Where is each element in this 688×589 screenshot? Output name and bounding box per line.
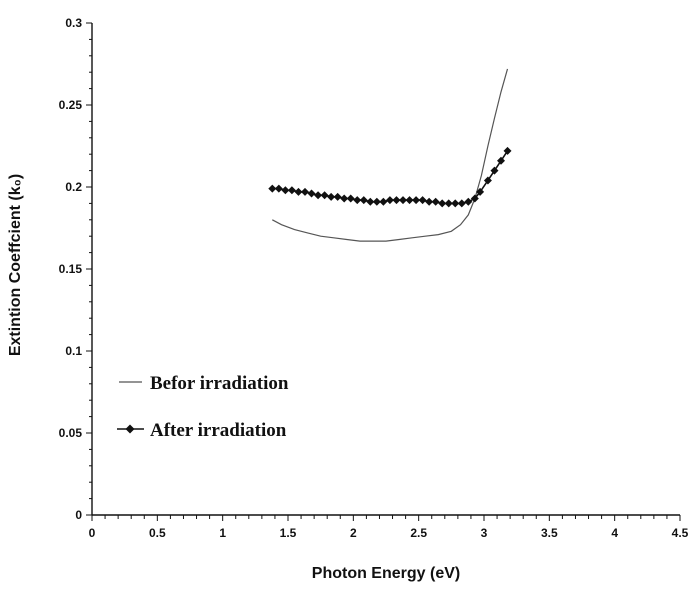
series-befor-irradiation xyxy=(272,68,509,242)
x-tick-label: 4 xyxy=(611,526,618,540)
data-point xyxy=(366,197,375,206)
data-point xyxy=(425,197,434,206)
data-point xyxy=(464,197,473,206)
y-tick-label: 0.2 xyxy=(65,180,82,194)
data-point xyxy=(444,199,453,208)
data-point xyxy=(320,191,329,200)
data-point xyxy=(385,196,394,205)
y-tick-label: 0.15 xyxy=(59,262,83,276)
data-point xyxy=(307,189,316,198)
data-point xyxy=(476,187,485,196)
data-point xyxy=(438,199,447,208)
x-tick-label: 0.5 xyxy=(149,526,166,540)
data-point xyxy=(392,196,401,205)
data-point xyxy=(431,197,440,206)
data-point xyxy=(359,196,368,205)
data-point xyxy=(379,197,388,206)
x-axis-ticks: 0 0.5 1 1.5 2 2.5 3 3.5 4 4.5 xyxy=(89,515,688,540)
legend-marker-after-irradiation xyxy=(125,424,135,434)
series-layer xyxy=(268,68,512,242)
series-line xyxy=(272,68,509,242)
data-point xyxy=(405,196,414,205)
x-tick-label: 3.5 xyxy=(541,526,558,540)
data-point xyxy=(333,192,342,201)
data-point xyxy=(287,186,296,195)
data-point xyxy=(418,196,427,205)
data-point xyxy=(490,166,499,175)
series-after-irradiation xyxy=(268,146,512,208)
data-point xyxy=(300,187,309,196)
data-point xyxy=(398,196,407,205)
data-point xyxy=(496,156,505,165)
x-tick-label: 4.5 xyxy=(672,526,688,540)
data-point xyxy=(412,196,421,205)
y-tick-label: 0.25 xyxy=(59,98,83,112)
legend-label-after-irradiation: After irradiation xyxy=(150,420,287,441)
legend-label-befor-irradiation: Befor irradiation xyxy=(150,373,289,394)
data-point xyxy=(457,199,466,208)
data-point xyxy=(346,194,355,203)
x-tick-label: 3 xyxy=(481,526,488,540)
data-point xyxy=(281,186,290,195)
data-point xyxy=(314,191,323,200)
data-point xyxy=(483,176,492,185)
data-point xyxy=(268,184,277,193)
data-point xyxy=(372,197,381,206)
data-point xyxy=(294,187,303,196)
data-point xyxy=(353,196,362,205)
x-tick-label: 2.5 xyxy=(410,526,427,540)
data-point xyxy=(327,192,336,201)
y-axis-title: Extintion Coeffcient (k₀) xyxy=(7,174,24,356)
y-axis-ticks: 0 0.05 0.1 0.15 0.2 0.25 0.3 xyxy=(59,16,92,522)
legend: Befor irradiation After irradiation xyxy=(117,373,289,441)
y-tick-label: 0.1 xyxy=(65,344,82,358)
data-point xyxy=(470,194,479,203)
data-point xyxy=(451,199,460,208)
y-tick-label: 0 xyxy=(75,508,82,522)
data-point xyxy=(340,194,349,203)
data-point xyxy=(503,146,512,155)
plot-frame xyxy=(91,23,680,516)
x-tick-label: 0 xyxy=(89,526,96,540)
series-line xyxy=(272,150,509,205)
x-axis-title: Photon Energy (eV) xyxy=(312,565,460,582)
y-tick-label: 0.05 xyxy=(59,426,83,440)
data-point xyxy=(274,184,283,193)
x-tick-label: 1 xyxy=(219,526,226,540)
y-tick-label: 0.3 xyxy=(65,16,82,30)
x-tick-label: 1.5 xyxy=(280,526,297,540)
x-tick-label: 2 xyxy=(350,526,357,540)
